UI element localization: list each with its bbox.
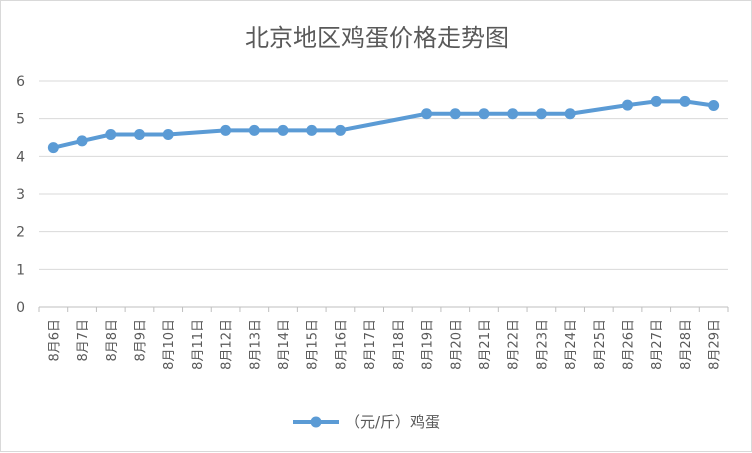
series-eggs (47, 95, 720, 154)
x-tick-label: 8月17日 (363, 319, 378, 370)
data-point (449, 108, 461, 120)
series-line (51, 99, 716, 150)
data-point (277, 124, 289, 136)
y-tick-label: 6 (16, 74, 25, 90)
x-tick-label: 8月27日 (650, 319, 665, 370)
x-tick-label: 8月25日 (593, 319, 608, 370)
x-tick-label: 8月28日 (679, 319, 694, 370)
y-tick-label: 0 (16, 300, 25, 316)
legend-label: （元/斤）鸡蛋 (345, 413, 440, 431)
chart-title: 北京地区鸡蛋价格走势图 (245, 24, 509, 52)
y-tick-label: 5 (16, 112, 25, 128)
x-tick-label: 8月9日 (133, 319, 148, 362)
x-tick-label: 8月21日 (478, 319, 493, 370)
x-tick-label: 8月24日 (564, 319, 579, 370)
x-tick-label: 8月29日 (708, 319, 723, 370)
gridlines (39, 80, 728, 270)
data-point (133, 128, 145, 140)
legend-point-marker (310, 416, 322, 428)
x-tick-label: 8月12日 (220, 319, 235, 370)
x-axis (38, 306, 729, 312)
data-point (248, 124, 260, 136)
x-axis-ticks: 8月6日 8月7日 8月8日 8月9日 8月10日 8月11日 8月12日 8月13日 8月14… (47, 319, 722, 370)
x-tick-label: 8月22日 (507, 319, 522, 370)
data-point (478, 108, 490, 120)
legend: （元/斤）鸡蛋 (293, 413, 440, 431)
x-tick-label: 8月7日 (76, 319, 91, 362)
y-tick-label: 1 (16, 262, 25, 278)
x-tick-label: 8月13日 (248, 319, 263, 370)
x-tick-label: 8月10日 (162, 319, 177, 370)
x-tick-label: 8月26日 (622, 319, 637, 370)
x-tick-label: 8月6日 (47, 319, 62, 362)
data-point (334, 124, 346, 136)
x-tick-label: 8月18日 (392, 319, 407, 370)
x-tick-label: 8月11日 (191, 319, 206, 370)
data-point (76, 135, 88, 147)
x-tick-label: 8月20日 (449, 319, 464, 370)
data-point (47, 142, 59, 154)
data-point (622, 99, 634, 111)
y-tick-label: 4 (16, 149, 25, 165)
x-tick-label: 8月15日 (306, 319, 321, 370)
data-point (421, 108, 433, 120)
y-tick-label: 2 (16, 225, 25, 241)
x-tick-label: 8月19日 (421, 319, 436, 370)
data-point (708, 99, 720, 111)
x-tick-label: 8月16日 (334, 319, 349, 370)
data-point (564, 108, 576, 120)
x-tick-label: 8月14日 (277, 319, 292, 370)
data-point (679, 95, 691, 107)
x-tick-label: 8月8日 (105, 319, 120, 362)
y-tick-label: 3 (16, 187, 25, 203)
data-point (306, 124, 318, 136)
data-point (507, 108, 519, 120)
data-point (220, 124, 232, 136)
data-point (535, 108, 547, 120)
y-axis-ticks: 0 1 2 3 4 5 6 (16, 74, 25, 316)
data-point (162, 128, 174, 140)
x-tick-label: 8月23日 (535, 319, 550, 370)
data-point (105, 128, 117, 140)
data-point (650, 95, 662, 107)
